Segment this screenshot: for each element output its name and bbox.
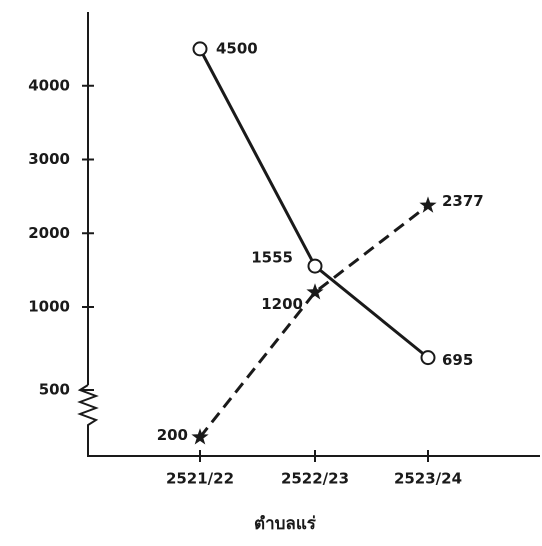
series-line (198, 48, 429, 359)
point-marker (191, 428, 209, 445)
point-marker (192, 41, 208, 57)
data-label: 4500 (216, 39, 258, 57)
point-marker (420, 350, 436, 366)
y-tick-label: 3000 (28, 150, 70, 168)
y-tick-label: 500 (39, 381, 70, 399)
series-line (198, 204, 429, 439)
x-tick-label: 2521/22 (166, 470, 234, 488)
point-marker (307, 258, 323, 274)
y-tick-label: 1000 (28, 298, 70, 316)
point-marker (419, 196, 437, 213)
y-tick-label: 4000 (28, 76, 70, 94)
data-label: 695 (442, 351, 473, 369)
data-label: 2377 (442, 192, 484, 210)
y-tick-label: 2000 (28, 224, 70, 242)
x-tick-label: 2522/23 (281, 470, 349, 488)
data-label: 1555 (251, 249, 293, 267)
x-tick-label: 2523/24 (394, 470, 462, 488)
point-marker (306, 283, 324, 300)
data-label: 1200 (261, 295, 303, 313)
x-axis-label: ตำบลแร่ (254, 514, 317, 534)
data-label: 200 (157, 426, 188, 444)
axis-break (77, 384, 99, 456)
